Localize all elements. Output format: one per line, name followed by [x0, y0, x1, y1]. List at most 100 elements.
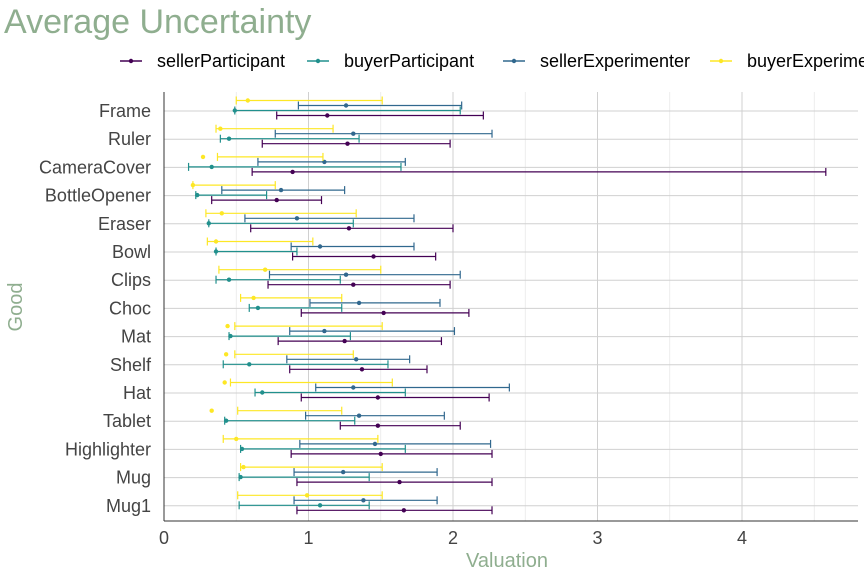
mean-point: [239, 446, 245, 452]
legend-item: buyerExperimenter: [710, 51, 864, 71]
y-tick-label: Ruler: [108, 129, 151, 149]
mean-point: [343, 103, 349, 108]
legend-label: sellerParticipant: [157, 51, 285, 71]
legend-label: buyerExperimenter: [747, 51, 864, 71]
mean-point: [260, 390, 265, 395]
y-tick-label: CameraCover: [39, 157, 151, 177]
mean-point: [304, 493, 310, 498]
mean-point: [251, 295, 256, 301]
series-sellerExperimenter: [221, 101, 510, 505]
mean-point: [274, 197, 279, 203]
mean-point: [322, 328, 327, 334]
mean-point: [241, 464, 246, 470]
mean-point: [359, 367, 365, 372]
mean-point: [381, 310, 386, 316]
mean-point: [361, 498, 366, 503]
legend: sellerParticipant buyerParticipant sellerE…: [120, 51, 864, 71]
mean-point: [255, 305, 261, 311]
y-tick-label: Clips: [111, 270, 151, 290]
mean-point: [200, 154, 206, 160]
mean-point: [340, 469, 346, 475]
mean-point: [223, 418, 229, 423]
legend-key-point: [511, 58, 517, 64]
gridlines: [163, 92, 858, 521]
legend-label: buyerParticipant: [344, 51, 474, 71]
y-tick-label: Mat: [121, 327, 151, 347]
mean-point: [278, 187, 284, 193]
mean-point: [226, 277, 232, 282]
series-buyerParticipant: [187, 106, 461, 510]
y-tick-label: Choc: [109, 298, 151, 318]
series-sellerParticipant: [211, 111, 827, 515]
error-bars: [187, 96, 827, 515]
mean-point: [371, 254, 376, 259]
mean-point: [225, 323, 230, 329]
mean-point: [342, 338, 347, 344]
mean-point: [345, 141, 350, 146]
legend-key-point: [315, 58, 321, 64]
mean-point: [325, 113, 330, 118]
mean-point: [351, 282, 356, 287]
x-tick-label: 0: [159, 528, 169, 548]
mean-point: [343, 272, 349, 277]
x-axis-label: Valuation: [466, 550, 548, 572]
x-tick-label: 1: [303, 528, 313, 548]
mean-point: [372, 441, 378, 447]
mean-point: [222, 380, 227, 385]
mean-point: [226, 136, 232, 141]
mean-point: [190, 182, 196, 188]
mean-point: [346, 226, 352, 231]
mean-point: [317, 503, 323, 508]
mean-point: [356, 413, 362, 418]
x-tick-label: 4: [737, 528, 747, 548]
mean-point: [206, 221, 211, 226]
mean-point: [356, 300, 362, 306]
mean-point: [401, 508, 407, 513]
mean-point: [262, 267, 268, 272]
mean-point: [213, 239, 219, 244]
legend-item: buyerParticipant: [307, 51, 474, 71]
mean-point: [351, 131, 356, 136]
mean-point: [375, 395, 381, 400]
y-tick-label: Highlighter: [65, 439, 151, 459]
mean-point: [375, 423, 381, 428]
y-tick-label: Bowl: [112, 242, 151, 262]
y-tick-label: Mug: [116, 468, 151, 488]
legend-label: sellerExperimenter: [540, 51, 690, 71]
y-tick-label: Shelf: [110, 355, 152, 375]
y-tick-label: BottleOpener: [45, 186, 151, 206]
mean-point: [209, 408, 214, 413]
y-tick-label: Mug1: [106, 496, 151, 516]
mean-point: [353, 357, 359, 362]
legend-item: sellerExperimenter: [503, 51, 690, 71]
chart-title: Average Uncertainty: [4, 3, 311, 41]
legend-item: sellerParticipant: [120, 51, 285, 71]
mean-point: [228, 333, 233, 339]
mean-point: [195, 192, 200, 198]
series-buyerExperimenter: [190, 96, 393, 500]
legend-key-point: [128, 58, 134, 64]
mean-point: [232, 108, 238, 113]
mean-point: [290, 169, 295, 175]
y-tick-label: Frame: [99, 101, 151, 121]
mean-point: [397, 479, 402, 485]
x-tick-label: 3: [592, 528, 602, 548]
x-tick-label: 2: [448, 528, 458, 548]
mean-point: [209, 164, 214, 170]
legend-key-point: [718, 58, 724, 64]
mean-point: [234, 436, 239, 442]
mean-point: [245, 98, 251, 103]
mean-point: [317, 244, 323, 249]
mean-point: [218, 126, 223, 131]
y-tick-label: Hat: [123, 383, 151, 403]
y-tick-label: Tablet: [103, 411, 151, 431]
mean-point: [219, 211, 224, 216]
y-tick-label: Eraser: [98, 214, 151, 234]
mean-point: [247, 362, 252, 367]
axes: 0 1 2 3 4 Frame Ruler CameraCover BottleOpener Er…: [39, 92, 858, 548]
mean-point: [223, 352, 229, 357]
mean-point: [294, 216, 300, 221]
mean-point: [213, 249, 219, 254]
mean-point: [238, 474, 243, 480]
